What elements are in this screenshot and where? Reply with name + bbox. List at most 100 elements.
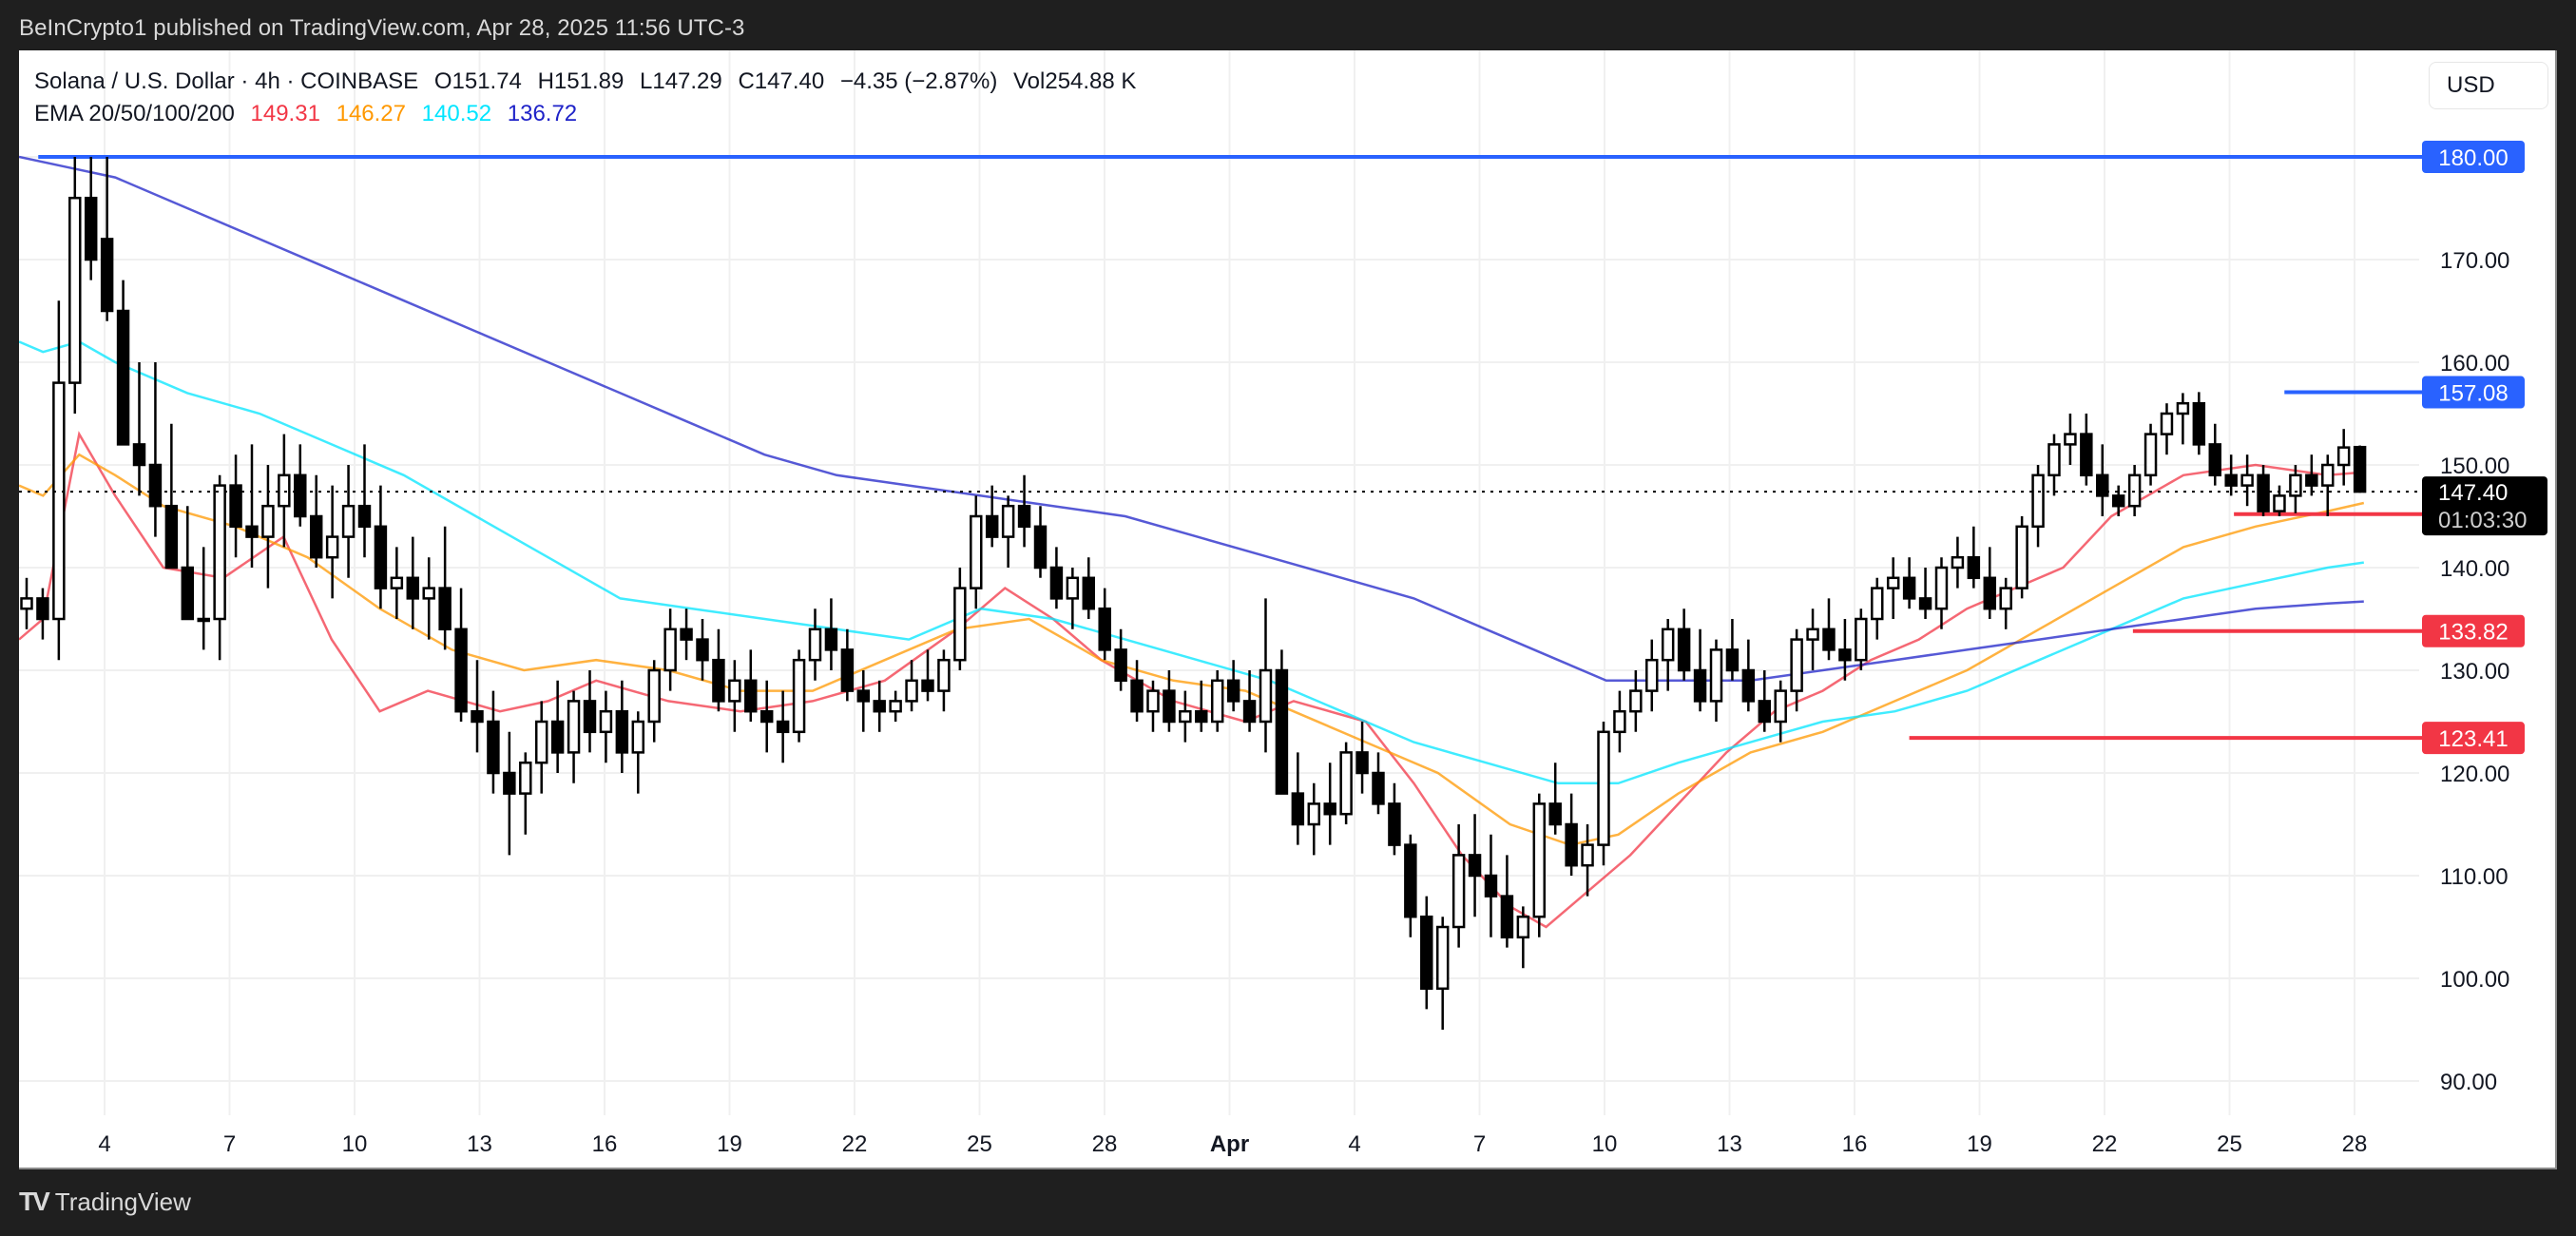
candle[interactable] — [1355, 722, 1369, 794]
candle[interactable] — [1838, 619, 1852, 681]
candle[interactable] — [1451, 824, 1466, 948]
candle[interactable] — [309, 474, 323, 568]
candle[interactable] — [1951, 536, 1965, 589]
candle[interactable] — [1758, 670, 1771, 732]
candle[interactable] — [325, 485, 339, 599]
candle[interactable] — [213, 474, 226, 661]
candle[interactable] — [2208, 423, 2221, 486]
candle[interactable] — [583, 670, 597, 753]
candle[interactable] — [1822, 598, 1836, 661]
candle[interactable] — [1918, 568, 1932, 619]
candle[interactable] — [487, 690, 500, 794]
candle[interactable] — [567, 690, 581, 783]
candle[interactable] — [1613, 690, 1626, 753]
candle[interactable] — [1195, 680, 1208, 732]
candle[interactable] — [550, 680, 565, 773]
candle[interactable] — [2257, 465, 2270, 516]
candle[interactable] — [422, 557, 435, 640]
candle[interactable] — [374, 485, 388, 609]
price-axis[interactable]: 90.00 100.00 110.00 120.00 130.00 140.00 150.0… — [2440, 145, 2509, 1095]
candle[interactable] — [20, 577, 33, 629]
candle[interactable] — [873, 680, 886, 732]
candle[interactable] — [1532, 793, 1547, 937]
candle[interactable] — [2321, 454, 2335, 516]
candle[interactable] — [2047, 434, 2061, 496]
candle[interactable] — [889, 690, 902, 722]
candle[interactable] — [1645, 639, 1659, 712]
candle[interactable] — [2289, 465, 2302, 513]
candle[interactable] — [2273, 485, 2286, 516]
candle[interactable] — [471, 660, 484, 753]
candle[interactable] — [1259, 598, 1273, 753]
candle[interactable] — [390, 547, 404, 619]
candle[interactable] — [503, 731, 516, 856]
candle[interactable] — [534, 701, 548, 794]
candle[interactable] — [1242, 670, 1257, 732]
time-axis[interactable]: 4 7 10 13 16 19 22 25 28 Apr 4 7 10 13 16 19 22 25 28 — [98, 1131, 2367, 1157]
candle[interactable] — [1323, 763, 1336, 845]
candle[interactable] — [1066, 568, 1080, 629]
candle[interactable] — [728, 660, 741, 732]
candle[interactable] — [1146, 680, 1160, 732]
candle[interactable] — [1581, 824, 1594, 897]
candle[interactable] — [1565, 793, 1578, 876]
candle[interactable] — [229, 454, 242, 558]
candle[interactable] — [615, 680, 629, 773]
candle[interactable] — [1033, 506, 1048, 578]
candle[interactable] — [647, 660, 661, 743]
candle[interactable] — [1790, 628, 1803, 712]
candle[interactable] — [905, 660, 918, 712]
candle[interactable] — [1661, 619, 1675, 691]
candlesticks[interactable] — [20, 157, 2367, 1030]
candle[interactable] — [680, 608, 693, 661]
candle[interactable] — [2240, 454, 2254, 507]
candle[interactable] — [856, 670, 871, 732]
candle[interactable] — [1372, 752, 1385, 815]
candle[interactable] — [921, 649, 934, 702]
candle[interactable] — [2127, 465, 2142, 516]
candle[interactable] — [1388, 782, 1401, 856]
candle[interactable] — [1548, 763, 1562, 835]
candle[interactable] — [2160, 403, 2174, 455]
candle[interactable] — [2192, 392, 2206, 455]
candle[interactable] — [197, 547, 210, 650]
candle[interactable] — [824, 598, 838, 670]
candle[interactable] — [84, 157, 98, 280]
candle[interactable] — [631, 711, 645, 794]
candle[interactable] — [2143, 423, 2158, 486]
candle[interactable] — [1179, 690, 1192, 743]
candle[interactable] — [1001, 495, 1015, 568]
candle[interactable] — [599, 690, 613, 763]
candle[interactable] — [148, 362, 163, 537]
candle[interactable] — [1484, 834, 1498, 937]
candle[interactable] — [2353, 445, 2367, 493]
candle[interactable] — [68, 157, 82, 414]
candle[interactable] — [1098, 588, 1111, 661]
candle[interactable] — [2064, 414, 2077, 465]
candle[interactable] — [132, 362, 146, 496]
candle[interactable] — [1163, 670, 1176, 732]
candle[interactable] — [696, 619, 709, 681]
support-resistance-levels[interactable] — [38, 155, 2438, 741]
candle[interactable] — [1017, 474, 1031, 548]
candle[interactable] — [1693, 628, 1707, 712]
candle[interactable] — [2305, 454, 2318, 496]
candle[interactable] — [1886, 557, 1900, 619]
candle[interactable] — [808, 608, 822, 681]
candle[interactable] — [181, 506, 195, 621]
candle[interactable] — [1629, 670, 1643, 732]
candle[interactable] — [2031, 465, 2045, 548]
candle[interactable] — [1275, 649, 1289, 795]
candle[interactable] — [2015, 516, 2028, 599]
candle[interactable] — [278, 434, 291, 548]
candle[interactable] — [2224, 454, 2238, 496]
candle[interactable] — [36, 588, 49, 640]
currency-button[interactable]: USD — [2429, 62, 2548, 109]
candle[interactable] — [759, 680, 774, 753]
candle[interactable] — [1597, 722, 1610, 866]
candle[interactable] — [1049, 547, 1064, 609]
candle[interactable] — [245, 444, 259, 568]
candle[interactable] — [454, 588, 468, 722]
candle[interactable] — [663, 608, 677, 691]
candle[interactable] — [1082, 557, 1096, 619]
